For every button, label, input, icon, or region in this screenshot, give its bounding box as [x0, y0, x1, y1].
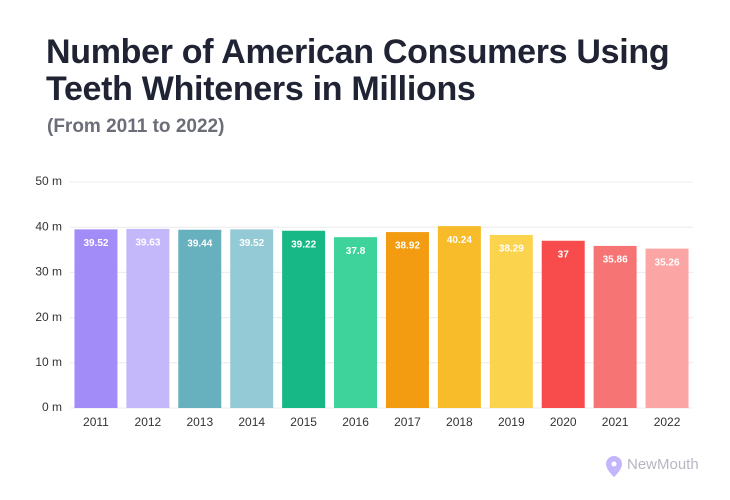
x-tick-label: 2016: [342, 415, 369, 429]
bar: [437, 226, 481, 408]
y-tick-label: 30 m: [35, 265, 62, 279]
bar: [385, 232, 429, 408]
value-label: 38.29: [499, 244, 524, 255]
x-tick-label: 2014: [238, 415, 265, 429]
y-tick-label: 0 m: [42, 400, 62, 414]
bar: [645, 248, 689, 408]
bar: [334, 237, 378, 408]
bar: [178, 229, 222, 408]
value-label: 39.52: [83, 238, 108, 249]
value-label: 35.26: [655, 257, 680, 268]
x-tick-label: 2019: [498, 415, 525, 429]
x-tick-label: 2017: [394, 415, 421, 429]
value-label: 39.44: [187, 238, 212, 249]
value-label: 40.24: [447, 235, 472, 246]
x-tick-label: 2018: [446, 415, 473, 429]
value-label: 39.22: [291, 239, 316, 250]
brand-name: NewMouth: [627, 456, 699, 473]
x-tick-label: 2021: [602, 415, 629, 429]
x-tick-label: 2013: [186, 415, 213, 429]
chart-subtitle: (From 2011 to 2022): [47, 116, 225, 137]
x-tick-label: 2012: [135, 415, 162, 429]
bar: [126, 228, 170, 408]
value-label: 39.52: [239, 238, 264, 249]
y-tick-label: 40 m: [35, 219, 62, 233]
bar: [593, 245, 637, 408]
value-label: 38.92: [395, 241, 420, 252]
bar: [230, 229, 274, 408]
chart-title: Number of American Consumers Using Teeth…: [46, 33, 670, 108]
x-tick-label: 2011: [83, 415, 109, 429]
bar: [74, 229, 118, 408]
bar: [541, 240, 585, 408]
x-tick-label: 2020: [550, 415, 577, 429]
y-tick-label: 20 m: [35, 310, 62, 324]
y-tick-label: 50 m: [35, 174, 62, 188]
logo-dot: [611, 461, 617, 467]
x-tick-label: 2022: [654, 415, 681, 429]
value-label: 35.86: [603, 255, 628, 266]
value-label: 39.63: [135, 238, 160, 249]
value-label: 37.8: [346, 246, 366, 257]
bar: [282, 230, 326, 408]
x-tick-label: 2015: [290, 415, 317, 429]
bar: [489, 234, 533, 408]
y-tick-label: 10 m: [35, 355, 62, 369]
brand-logo: NewMouth: [606, 456, 699, 477]
value-label: 37: [558, 249, 570, 260]
